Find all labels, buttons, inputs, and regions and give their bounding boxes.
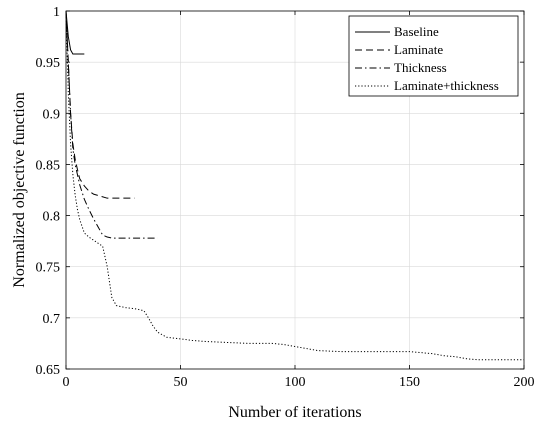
y-tick-label: 0.95 [36,56,61,71]
y-tick-label: 0.65 [36,363,61,378]
x-tick-label: 50 [174,375,188,390]
series-line-3 [65,10,524,361]
y-tick-label: 0.85 [36,158,61,173]
legend: Baseline Laminate Thickness Laminate+thickn… [348,15,519,97]
y-axis-label: Normalized objective function [11,92,28,287]
series-lines [65,10,524,361]
series-line-0 [65,10,85,55]
legend-label-0: Baseline [394,24,439,39]
legend-label-1: Laminate [394,42,443,57]
x-tick-label: 100 [285,375,306,390]
legend-box [348,15,519,97]
x-tick-label: 0 [63,375,70,390]
x-tick-label: 150 [399,375,420,390]
y-tick-label: 0.8 [43,210,61,225]
x-tick-label: 200 [514,375,535,390]
y-tick-label: 0.9 [43,107,61,122]
legend-label-3: Laminate+thickness [394,78,499,93]
legend-label-2: Thickness [394,60,447,75]
y-tick-label: 0.75 [36,261,61,276]
y-tick-label: 1 [53,5,60,20]
y-tick-label: 0.7 [43,312,61,327]
axis-ticks: 0 50 100 150 200 0.65 0.7 0.75 0.8 0.85 0.9 0.95 1 [36,5,535,390]
x-axis-label: Number of iterations [228,404,361,421]
series-line-2 [65,10,158,239]
